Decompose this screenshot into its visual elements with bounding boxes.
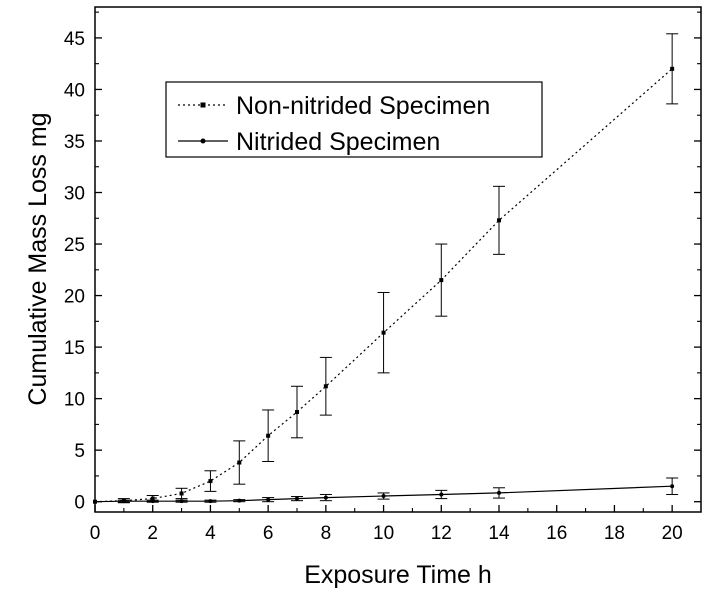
x-tick-label: 6: [263, 523, 274, 544]
legend-marker-non-nitrided: [200, 102, 206, 108]
y-axis-ticks: 0 5 10 15 20 25 30 35 40 45: [64, 11, 701, 514]
y-tick-label: 40: [64, 80, 85, 101]
data-point-nitrided: [121, 499, 126, 504]
data-point-nitrided: [266, 497, 271, 502]
x-tick-label: 4: [205, 523, 216, 544]
data-point-non-nitrided: [237, 460, 242, 465]
data-point-nitrided: [381, 494, 386, 499]
y-tick-label: 20: [64, 287, 85, 308]
legend: Non-nitrided Specimen Nitrided Specimen: [165, 81, 543, 158]
data-point-non-nitrided: [179, 491, 184, 496]
data-point-non-nitrided: [381, 330, 386, 335]
x-axis-ticks: 0 2 4 6 8 10 12 14 16 18 20: [90, 505, 683, 544]
data-point-non-nitrided: [439, 278, 444, 283]
y-tick-label: 0: [74, 493, 85, 514]
y-tick-label: 45: [64, 29, 85, 50]
y-tick-label: 30: [64, 184, 85, 205]
legend-box: [165, 81, 543, 158]
y-tick-label: 10: [64, 390, 85, 411]
data-point-nitrided: [670, 484, 675, 489]
data-point-nitrided: [93, 499, 97, 504]
x-tick-label: 2: [147, 523, 158, 544]
y-tick-label: 35: [64, 132, 85, 153]
data-point-non-nitrided: [670, 66, 675, 71]
data-point-nitrided: [439, 492, 444, 497]
data-point-nitrided: [237, 498, 242, 503]
x-tick-label: 16: [546, 523, 567, 544]
x-tick-label: 0: [90, 523, 101, 544]
data-point-nitrided: [179, 499, 184, 504]
legend-marker-nitrided: [200, 138, 206, 144]
data-point-non-nitrided: [323, 384, 328, 389]
x-tick-label: 14: [488, 523, 510, 544]
data-point-non-nitrided: [266, 433, 271, 438]
data-point-nitrided: [497, 490, 501, 495]
data-point-non-nitrided: [497, 218, 501, 223]
data-point-nitrided: [323, 495, 328, 500]
data-point-nitrided: [295, 496, 299, 501]
y-tick-label: 25: [64, 235, 85, 256]
legend-label-nitrided: Nitrided Specimen: [236, 128, 440, 156]
series-layer: [93, 33, 679, 504]
x-axis-title: Exposure Time h: [304, 561, 492, 589]
data-point-nitrided: [208, 499, 213, 504]
x-tick-label: 18: [604, 523, 625, 544]
data-point-non-nitrided: [208, 479, 213, 484]
data-point-non-nitrided: [295, 410, 299, 415]
y-axis-title: Cumulative Mass Loss mg: [24, 112, 52, 405]
x-tick-label: 12: [431, 523, 452, 544]
x-tick-label: 20: [662, 523, 683, 544]
x-tick-label: 8: [321, 523, 332, 544]
data-point-nitrided: [150, 499, 155, 504]
data-point-non-nitrided: [150, 496, 155, 501]
x-tick-label: 10: [373, 523, 394, 544]
y-tick-label: 5: [74, 441, 85, 462]
y-tick-label: 15: [64, 338, 85, 359]
legend-label-non-nitrided: Non-nitrided Specimen: [236, 92, 490, 120]
